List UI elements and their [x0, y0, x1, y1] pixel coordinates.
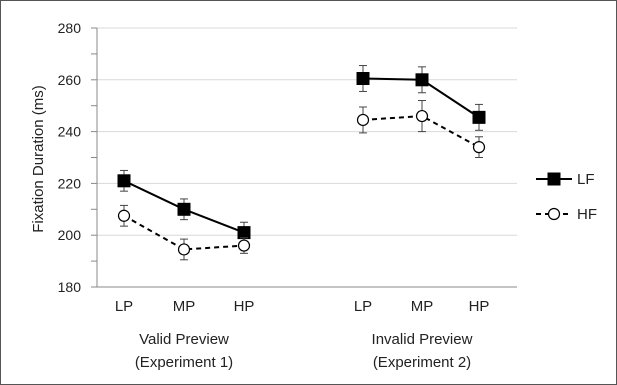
y-axis-title: Fixation Duration (ms)	[30, 85, 47, 233]
group-label-line1: Invalid Preview	[372, 331, 473, 348]
y-tick-label: 180	[58, 279, 82, 295]
data-point-lf	[472, 110, 486, 124]
data-point-hf	[237, 239, 251, 252]
data-point-lf	[356, 72, 370, 86]
legend-label-lf: LF	[577, 171, 595, 188]
data-point-lf	[237, 226, 251, 240]
legend-marker-hf	[547, 207, 561, 221]
data-point-hf	[415, 109, 429, 123]
x-tick-label: MP	[173, 298, 196, 315]
y-tick-label: 280	[58, 20, 82, 36]
y-tick-label: 200	[58, 227, 82, 243]
y-tick-label: 240	[58, 124, 82, 140]
x-tick-label: HP	[469, 298, 490, 315]
x-tick-label: LP	[115, 298, 133, 315]
legend: LF HF	[536, 171, 597, 223]
data-point-lf	[177, 202, 191, 216]
data-point-hf	[472, 141, 486, 154]
series-layer	[117, 65, 486, 261]
legend-marker-lf	[547, 172, 561, 186]
group-label-line1: Valid Preview	[139, 331, 229, 348]
group-label-line2: (Experiment 1)	[135, 354, 233, 371]
data-point-lf	[117, 174, 131, 188]
y-tick-label: 220	[58, 175, 82, 191]
data-point-lf	[415, 73, 429, 87]
axes: 180 200 220 240 260 280 LP MP HP Valid Preview (Ex…	[58, 20, 517, 371]
x-tick-label: MP	[411, 298, 434, 315]
series-line-hf	[123, 214, 245, 251]
gridlines	[97, 27, 517, 236]
group-label-line2: (Experiment 2)	[373, 354, 471, 371]
x-tick-label: HP	[234, 298, 255, 315]
series-line-hf	[362, 115, 480, 149]
data-point-hf	[177, 243, 191, 256]
legend-label-hf: HF	[577, 206, 597, 223]
data-point-hf	[356, 113, 370, 127]
data-point-hf	[117, 209, 131, 222]
x-tick-label: LP	[354, 298, 372, 315]
y-tick-label: 260	[58, 72, 82, 88]
